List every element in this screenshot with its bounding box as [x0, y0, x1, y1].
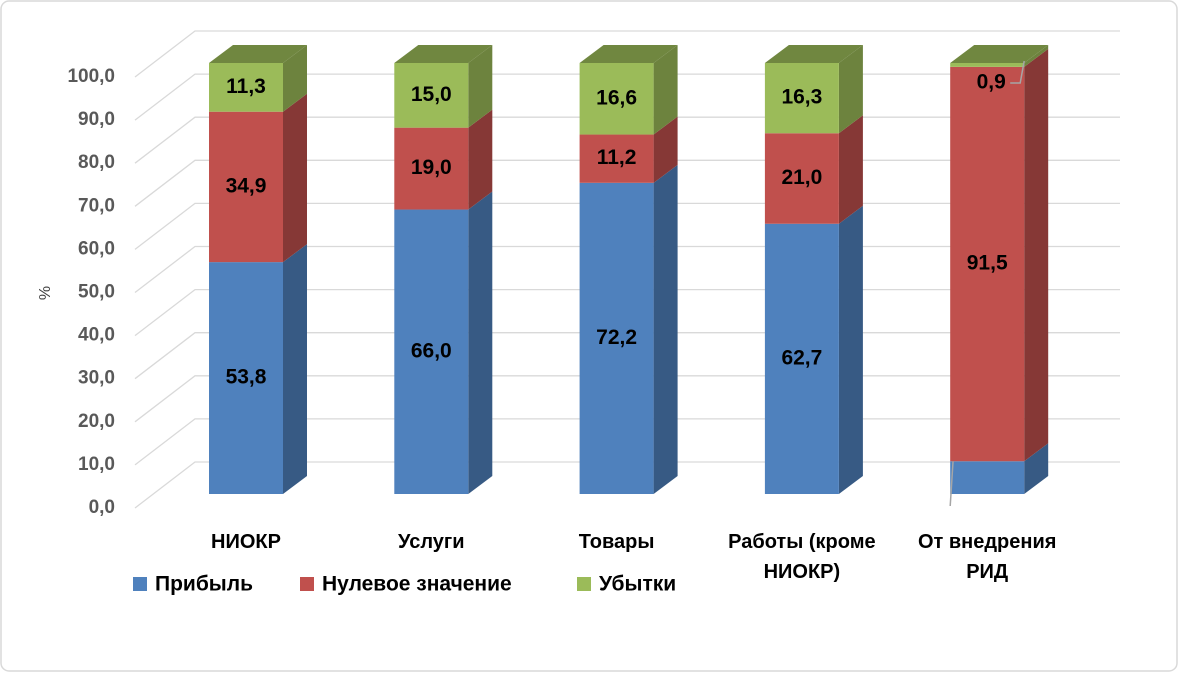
- y-tick-label: 50,0: [78, 282, 115, 303]
- bar-side: [653, 116, 678, 183]
- bar-side: [838, 45, 863, 134]
- y-tick-label: 10,0: [78, 454, 115, 475]
- bar-segment: [950, 66, 1025, 462]
- bar-top: [579, 45, 678, 63]
- data-label: 91,5: [967, 252, 1008, 275]
- bar-segment: [394, 127, 469, 210]
- data-label: 21,0: [781, 166, 822, 189]
- legend-label: Убытки: [599, 573, 676, 596]
- y-tick-label: 100,0: [67, 66, 115, 87]
- data-label: 11,3: [226, 75, 266, 98]
- legend-swatch: [300, 577, 314, 591]
- data-label: 16,6: [596, 86, 637, 109]
- y-tick-label: 70,0: [78, 195, 115, 216]
- y-tick-label: 30,0: [78, 368, 115, 389]
- data-label: 62,7: [781, 346, 822, 369]
- x-tick-label: Услуги: [398, 531, 465, 553]
- data-label: 53,8: [226, 366, 267, 389]
- bar-side: [283, 93, 307, 263]
- data-label: 72,2: [596, 326, 637, 349]
- bar-side: [838, 115, 863, 224]
- bar-top: [209, 45, 307, 63]
- data-label: 11,2: [597, 146, 637, 169]
- bar-segment: [579, 182, 654, 494]
- bar-top: [950, 45, 1049, 63]
- y-tick-label: 80,0: [78, 152, 115, 173]
- legend-swatch: [133, 577, 147, 591]
- y-tick-label: 60,0: [78, 238, 115, 259]
- bar-side: [1024, 48, 1049, 462]
- data-label: 16,3: [781, 86, 822, 109]
- x-tick-label: От внедрения РИД: [917, 531, 1057, 583]
- legend-label: Прибыль: [155, 573, 253, 596]
- x-tick-label: НИОКР: [211, 531, 281, 553]
- y-axis-title: %: [37, 286, 54, 300]
- leader-line: [1010, 60, 1025, 84]
- bar-segment: [209, 111, 283, 263]
- x-tick-label: Товары: [578, 531, 655, 553]
- data-label: 66,0: [411, 339, 452, 362]
- bar-side: [1024, 45, 1049, 67]
- bar-segment: [209, 262, 283, 494]
- bar-segment: [764, 63, 839, 134]
- legend-swatch: [577, 577, 591, 591]
- bar-segment: [394, 209, 469, 495]
- bar-top: [394, 45, 493, 63]
- bar-segment: [579, 134, 654, 183]
- y-tick-label: 0,0: [89, 497, 115, 518]
- bar-segment: [950, 63, 1025, 67]
- bar-side: [468, 191, 493, 495]
- data-label: 0,9: [977, 71, 1006, 94]
- y-tick-label: 90,0: [78, 109, 115, 130]
- y-tick-label: 40,0: [78, 325, 115, 346]
- bar-segment: [394, 63, 469, 128]
- grid-line: [134, 30, 1120, 78]
- bar-top: [764, 45, 863, 63]
- x-tick-label: Работы (кроме НИОКР): [728, 531, 876, 583]
- bar-side: [838, 205, 863, 494]
- data-label: 15,0: [411, 83, 452, 106]
- bar-side: [653, 45, 678, 135]
- bar-side: [468, 109, 493, 210]
- bar-side: [283, 45, 307, 112]
- bar-side: [468, 45, 493, 128]
- bar-segment: [764, 133, 839, 224]
- bar-side: [283, 244, 307, 494]
- data-label: 19,0: [411, 156, 452, 179]
- bar-segment: [579, 63, 654, 135]
- bar-segment: [764, 223, 839, 494]
- bar-side: [1024, 443, 1049, 494]
- data-label: 34,9: [226, 174, 267, 197]
- bar-side: [653, 164, 678, 494]
- bar-segment: [209, 63, 283, 112]
- legend-label: Нулевое значение: [322, 573, 512, 596]
- bar-segment: [950, 461, 1025, 494]
- y-tick-label: 20,0: [78, 411, 115, 432]
